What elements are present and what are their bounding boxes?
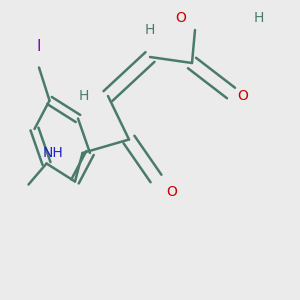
Text: H: H	[145, 23, 155, 38]
Text: O: O	[167, 184, 177, 199]
Text: I: I	[37, 39, 41, 54]
Text: H: H	[254, 11, 264, 26]
Text: O: O	[175, 11, 186, 26]
Text: NH: NH	[42, 146, 63, 160]
Text: O: O	[237, 89, 248, 103]
Text: H: H	[79, 89, 89, 103]
